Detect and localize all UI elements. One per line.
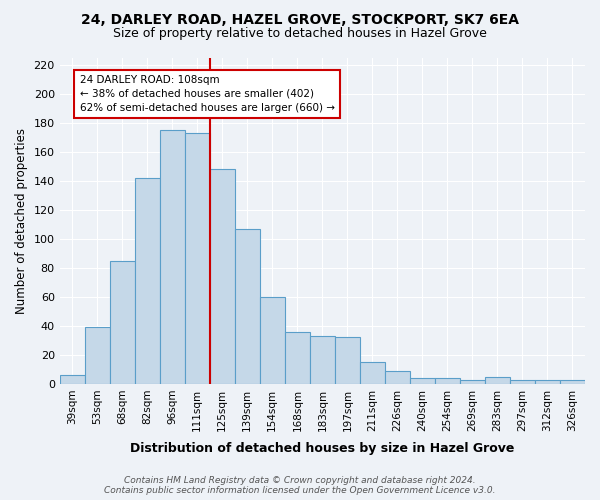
Bar xyxy=(210,169,235,384)
Text: Size of property relative to detached houses in Hazel Grove: Size of property relative to detached ho… xyxy=(113,28,487,40)
Bar xyxy=(535,380,560,384)
Bar xyxy=(460,380,485,384)
Bar xyxy=(110,260,135,384)
Bar xyxy=(135,178,160,384)
Bar xyxy=(410,378,435,384)
Bar xyxy=(235,228,260,384)
Bar xyxy=(160,130,185,384)
Bar xyxy=(485,376,510,384)
Text: 24, DARLEY ROAD, HAZEL GROVE, STOCKPORT, SK7 6EA: 24, DARLEY ROAD, HAZEL GROVE, STOCKPORT,… xyxy=(81,12,519,26)
Bar xyxy=(310,336,335,384)
Y-axis label: Number of detached properties: Number of detached properties xyxy=(15,128,28,314)
Bar xyxy=(385,371,410,384)
Bar xyxy=(335,338,360,384)
Text: 24 DARLEY ROAD: 108sqm
← 38% of detached houses are smaller (402)
62% of semi-de: 24 DARLEY ROAD: 108sqm ← 38% of detached… xyxy=(80,75,335,113)
Bar xyxy=(435,378,460,384)
Text: Contains HM Land Registry data © Crown copyright and database right 2024.
Contai: Contains HM Land Registry data © Crown c… xyxy=(104,476,496,495)
Bar xyxy=(360,362,385,384)
Bar xyxy=(185,133,210,384)
Bar xyxy=(510,380,535,384)
Bar xyxy=(260,297,285,384)
Bar xyxy=(59,375,85,384)
Bar xyxy=(560,380,585,384)
Bar xyxy=(85,328,110,384)
X-axis label: Distribution of detached houses by size in Hazel Grove: Distribution of detached houses by size … xyxy=(130,442,515,455)
Bar xyxy=(285,332,310,384)
